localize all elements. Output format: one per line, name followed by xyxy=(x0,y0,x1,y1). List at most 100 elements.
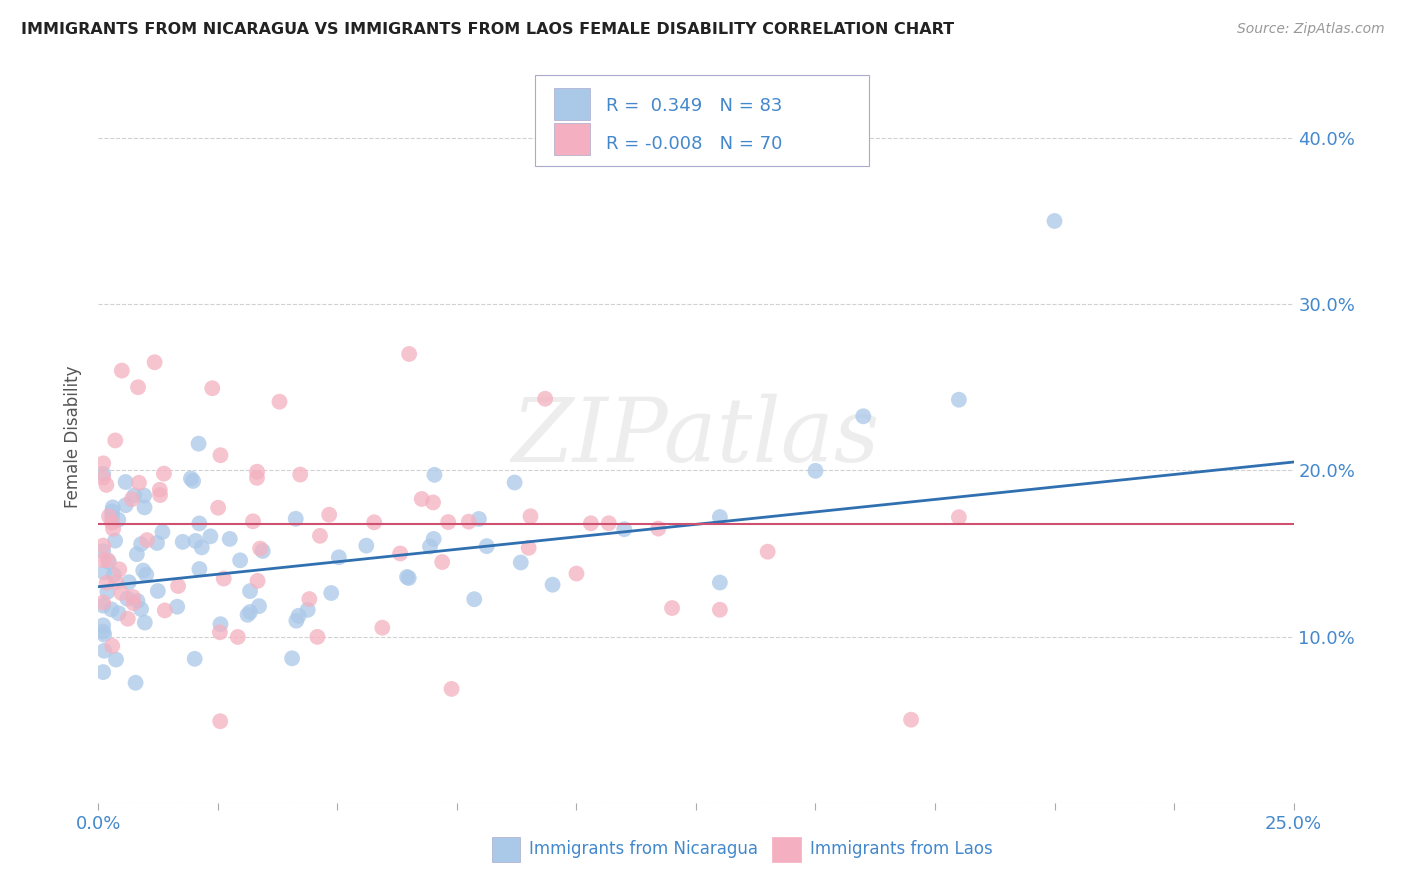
Point xyxy=(104,533,127,548)
Point xyxy=(153,467,176,481)
Text: Immigrants from Laos: Immigrants from Laos xyxy=(810,840,993,858)
Point xyxy=(129,537,152,551)
Point xyxy=(517,541,540,555)
Point xyxy=(371,621,394,635)
Point xyxy=(709,510,731,524)
Point xyxy=(105,652,128,666)
Point xyxy=(284,512,307,526)
Point xyxy=(127,380,149,394)
Point xyxy=(239,605,262,619)
Point xyxy=(900,713,922,727)
Point xyxy=(613,522,636,536)
Point xyxy=(948,392,970,407)
Point xyxy=(363,516,385,530)
Point xyxy=(503,475,526,490)
Point xyxy=(422,495,444,509)
Point xyxy=(183,652,205,666)
Point xyxy=(101,516,124,530)
Point xyxy=(188,516,211,531)
Point xyxy=(468,512,491,526)
Point xyxy=(132,564,155,578)
Point xyxy=(107,607,129,621)
Text: IMMIGRANTS FROM NICARAGUA VS IMMIGRANTS FROM LAOS FEMALE DISABILITY CORRELATION : IMMIGRANTS FROM NICARAGUA VS IMMIGRANTS … xyxy=(21,22,955,37)
Point xyxy=(208,625,231,640)
Text: Immigrants from Nicaragua: Immigrants from Nicaragua xyxy=(529,840,758,858)
Point xyxy=(709,603,731,617)
Point xyxy=(97,553,120,567)
Text: ZIPatlas: ZIPatlas xyxy=(512,393,880,481)
Point xyxy=(411,491,433,506)
Point xyxy=(118,575,141,590)
Point xyxy=(134,500,156,515)
Point xyxy=(188,562,211,576)
Point xyxy=(246,465,269,479)
Point xyxy=(91,456,114,470)
Point xyxy=(422,532,444,546)
Point xyxy=(463,592,485,607)
Point xyxy=(91,467,114,481)
Point xyxy=(93,627,115,641)
Point xyxy=(432,555,454,569)
Point xyxy=(135,567,157,582)
Point xyxy=(127,594,149,608)
Point xyxy=(187,436,209,450)
Point xyxy=(101,509,124,524)
Point xyxy=(91,539,114,553)
Point xyxy=(281,651,304,665)
Point xyxy=(91,553,114,567)
Point xyxy=(579,516,602,531)
Point xyxy=(209,714,232,729)
Point xyxy=(440,681,463,696)
Point xyxy=(534,392,557,406)
Point xyxy=(124,488,146,502)
Point xyxy=(396,570,419,584)
Point xyxy=(184,533,207,548)
Point xyxy=(117,612,139,626)
FancyBboxPatch shape xyxy=(772,838,801,862)
Point xyxy=(114,498,136,512)
Point xyxy=(136,533,159,547)
Point xyxy=(93,566,115,580)
Point xyxy=(122,596,145,610)
Point xyxy=(298,592,321,607)
Point xyxy=(108,562,131,576)
Point xyxy=(101,522,124,536)
Point xyxy=(149,488,172,502)
Point xyxy=(226,630,249,644)
Point xyxy=(91,599,114,613)
Point xyxy=(209,448,232,462)
Point xyxy=(852,409,875,424)
Point xyxy=(249,541,271,556)
Point xyxy=(948,510,970,524)
Point xyxy=(218,532,240,546)
Point xyxy=(103,567,125,582)
Point xyxy=(101,504,124,518)
Point xyxy=(437,515,460,529)
Text: R =  0.349   N = 83: R = 0.349 N = 83 xyxy=(606,97,783,115)
Point xyxy=(285,614,308,628)
Point xyxy=(457,515,479,529)
Point xyxy=(328,550,350,565)
Point xyxy=(236,607,259,622)
Point xyxy=(181,474,204,488)
Point xyxy=(290,467,312,482)
Point xyxy=(91,618,114,632)
Point xyxy=(212,572,235,586)
Point xyxy=(166,599,188,614)
Point xyxy=(149,483,172,497)
Point xyxy=(804,464,827,478)
Point xyxy=(97,509,120,524)
Point xyxy=(201,381,224,395)
Point xyxy=(105,575,128,590)
Point xyxy=(104,434,127,448)
Point xyxy=(146,536,169,550)
Y-axis label: Female Disability: Female Disability xyxy=(65,366,83,508)
Point xyxy=(647,522,669,536)
Point xyxy=(423,467,446,482)
Point xyxy=(247,599,270,614)
Point xyxy=(96,478,118,492)
Point xyxy=(124,675,146,690)
FancyBboxPatch shape xyxy=(554,122,589,154)
Point xyxy=(229,553,252,567)
Point xyxy=(114,475,136,489)
